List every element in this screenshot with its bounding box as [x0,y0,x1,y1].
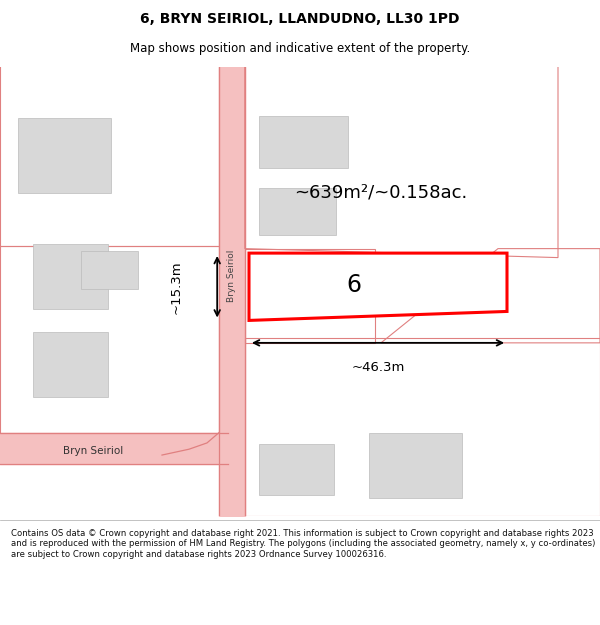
Bar [259,188,336,235]
Text: ~15.3m: ~15.3m [170,260,183,314]
Bar [18,119,111,192]
Text: 6, BRYN SEIRIOL, LLANDUDNO, LL30 1PD: 6, BRYN SEIRIOL, LLANDUDNO, LL30 1PD [140,12,460,26]
Bar [33,244,108,309]
Text: ~639m²/~0.158ac.: ~639m²/~0.158ac. [295,184,467,201]
Text: Bryn Seiriol: Bryn Seiriol [63,446,123,456]
Text: ~46.3m: ~46.3m [352,361,404,374]
Bar [33,332,108,397]
Bar [259,116,348,168]
Text: 6: 6 [347,272,361,296]
Bar [259,444,334,496]
Polygon shape [249,253,507,321]
Bar [369,432,462,498]
Text: Map shows position and indicative extent of the property.: Map shows position and indicative extent… [130,42,470,54]
Text: Contains OS data © Crown copyright and database right 2021. This information is : Contains OS data © Crown copyright and d… [11,529,595,559]
Bar [81,251,138,289]
Text: Bryn Seiriol: Bryn Seiriol [227,249,236,302]
